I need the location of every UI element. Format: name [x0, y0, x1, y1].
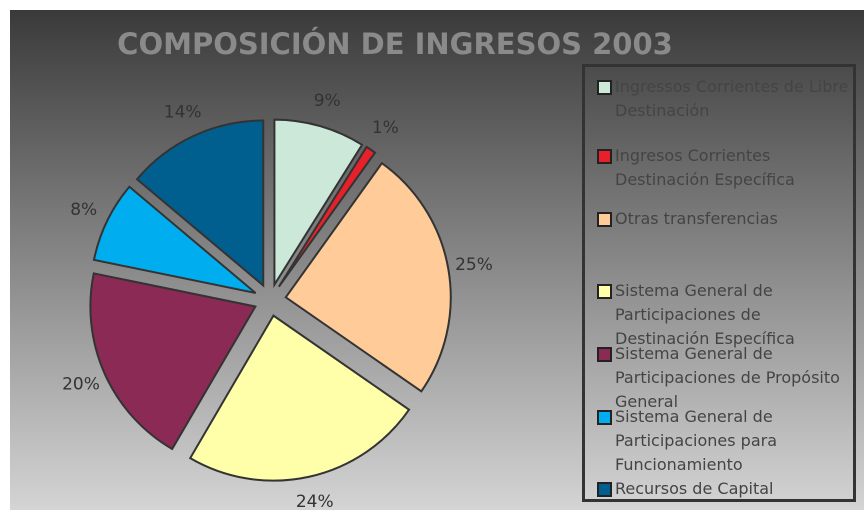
legend-entry: Ingresos Corrientes Destinación Específi…: [597, 144, 855, 192]
legend: Ingressos Corrientes de Libre Destinació…: [582, 64, 856, 502]
data-label: 1%: [372, 118, 399, 138]
pie-slice: [188, 314, 411, 482]
legend-swatch: [597, 347, 612, 362]
legend-label: Ingressos Corrientes de Libre Destinació…: [615, 77, 849, 120]
chart-title: COMPOSICIÓN DE INGRESOS 2003: [117, 27, 673, 61]
legend-label: Sistema General de Participaciones para …: [615, 407, 778, 474]
pie-slice: [278, 145, 377, 288]
legend-label: Recursos de Capital: [615, 479, 774, 498]
pie-slice: [92, 185, 257, 295]
pie-slice: [273, 118, 364, 289]
legend-label: Sistema General de Participaciones de De…: [615, 281, 795, 348]
legend-label: Ingresos Corrientes Destinación Específi…: [615, 146, 795, 189]
pie-slice: [135, 119, 265, 288]
legend-label: Otras transferencias: [615, 209, 778, 228]
legend-swatch: [597, 410, 612, 425]
data-label: 20%: [62, 374, 100, 394]
legend-swatch: [597, 482, 612, 497]
data-label: 9%: [314, 91, 341, 111]
legend-entry: Ingressos Corrientes de Libre Destinació…: [597, 75, 855, 123]
legend-swatch: [597, 149, 612, 164]
legend-label: Sistema General de Participaciones de Pr…: [615, 344, 840, 411]
legend-swatch: [597, 80, 612, 95]
legend-entry: Sistema General de Participaciones para …: [597, 405, 855, 477]
legend-entry: Sistema General de Participaciones de De…: [597, 279, 855, 351]
legend-entry: Otras transferencias: [597, 207, 855, 231]
data-label: 14%: [164, 102, 202, 122]
legend-swatch: [597, 284, 612, 299]
pie-slice: [284, 161, 452, 393]
pie-slice: [89, 272, 257, 451]
data-label: 25%: [455, 255, 493, 275]
data-label: 8%: [70, 200, 97, 220]
legend-entry: Sistema General de Participaciones de Pr…: [597, 342, 855, 414]
legend-entry: Recursos de Capital: [597, 477, 855, 501]
data-label: 24%: [296, 492, 334, 510]
legend-swatch: [597, 212, 612, 227]
